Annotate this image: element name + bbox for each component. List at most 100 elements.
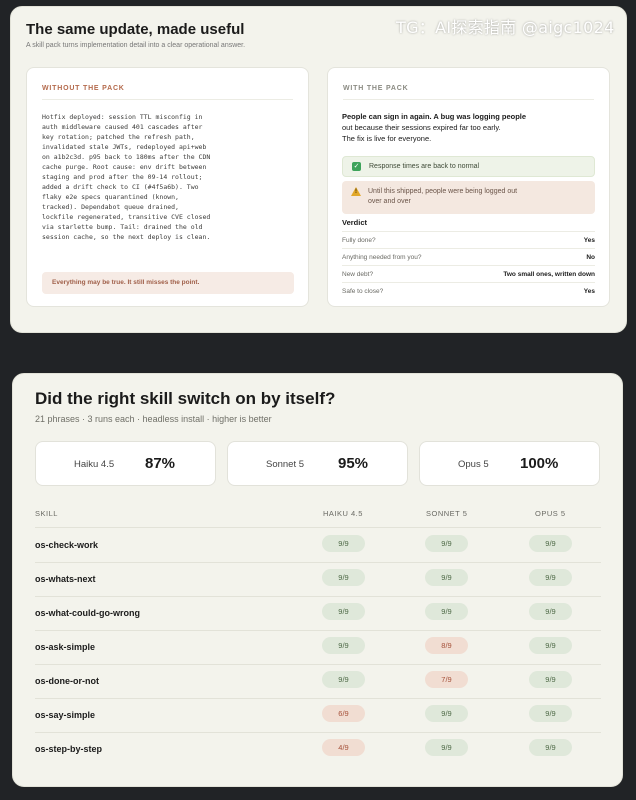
- score-pill: 9/9: [529, 739, 572, 756]
- success-callout-text: Response times are back to normal: [369, 163, 480, 170]
- model-score-card: Sonnet 5 95%: [227, 441, 408, 486]
- misses-point-note: Everything may be true. It still misses …: [42, 272, 294, 294]
- raw-line: flaky e2e specs quarantined (known,: [42, 193, 179, 201]
- score-pill: 9/9: [425, 569, 468, 586]
- raw-line: auth middleware caused 401 cascades afte…: [42, 123, 203, 131]
- raw-line: staging and prod after the 09-14 rollout…: [42, 173, 203, 181]
- warning-callout: ! Until this shipped, people were being …: [342, 181, 595, 214]
- skill-name: os-step-by-step: [35, 744, 103, 754]
- row-divider: [35, 664, 601, 665]
- without-pack-heading: WITHOUT THE PACK: [42, 85, 125, 92]
- with-pack-card: WITH THE PACK People can sign in again. …: [327, 67, 610, 307]
- verdict-answer: No: [586, 254, 595, 261]
- table-divider: [35, 527, 601, 528]
- score-pill: 9/9: [529, 671, 572, 688]
- raw-line: key rotation; patched the refresh path,: [42, 133, 195, 141]
- divider: [42, 99, 293, 100]
- score-pill: 9/9: [425, 739, 468, 756]
- row-divider: [35, 562, 601, 563]
- score-pill: 9/9: [425, 535, 468, 552]
- skill-name: os-what-could-go-wrong: [35, 608, 140, 618]
- verdict-answer: Yes: [583, 237, 595, 244]
- warning-line: over and over: [368, 198, 411, 205]
- warning-icon: !: [351, 187, 361, 196]
- summary-line: People can sign in again. A bug was logg…: [342, 112, 527, 121]
- score-pill: 9/9: [425, 705, 468, 722]
- column-header-sonnet: SONNET 5: [426, 509, 468, 518]
- skill-name: os-check-work: [35, 540, 99, 550]
- raw-line: on a1b2c3d. p95 back to 180ms after the …: [42, 153, 211, 161]
- watermark-text: TG：AI探索指南 @aigc1024: [396, 18, 615, 37]
- skill-name: os-done-or-not: [35, 676, 99, 686]
- raw-line: invalidated stale JWTs, redeployed api+w…: [42, 143, 207, 151]
- model-name: Sonnet 5: [266, 459, 305, 470]
- model-score-card: Opus 5 100%: [419, 441, 600, 486]
- table-row: os-say-simple 6/9 9/9 9/9: [35, 698, 601, 732]
- verdict-question: Anything needed from you?: [342, 254, 422, 261]
- raw-line: session cache, so the next deploy is cle…: [42, 233, 211, 241]
- raw-line: tracked). Dependabot queue drained,: [42, 203, 179, 211]
- score-pill: 9/9: [322, 535, 365, 552]
- model-name: Opus 5: [458, 459, 489, 470]
- column-header-skill: SKILL: [35, 509, 58, 518]
- skill-name: os-ask-simple: [35, 642, 96, 652]
- score-pill: 9/9: [322, 569, 365, 586]
- model-score: 87%: [145, 455, 176, 472]
- model-name: Haiku 4.5: [74, 459, 115, 470]
- score-pill: 9/9: [529, 535, 572, 552]
- verdict-question: Fully done?: [342, 237, 376, 244]
- plain-summary: People can sign in again. A bug was logg…: [342, 111, 592, 144]
- verdict-row: New debt? Two small ones, written down: [342, 265, 595, 282]
- score-pill: 9/9: [529, 705, 572, 722]
- model-score-card: Haiku 4.5 87%: [35, 441, 216, 486]
- row-divider: [35, 596, 601, 597]
- row-divider: [35, 630, 601, 631]
- page-title: The same update, made useful: [26, 21, 245, 38]
- divider: [343, 99, 594, 100]
- success-callout: ✓ Response times are back to normal: [342, 156, 595, 177]
- raw-update-text: Hotfix deployed: session TTL misconfig i…: [42, 112, 297, 242]
- model-score: 100%: [520, 455, 559, 472]
- column-header-opus: OPUS 5: [535, 509, 566, 518]
- score-pill: 8/9: [425, 637, 468, 654]
- score-pill: 9/9: [322, 603, 365, 620]
- verdict-heading: Verdict: [342, 218, 368, 227]
- score-pill: 9/9: [529, 603, 572, 620]
- verdict-row: Safe to close? Yes: [342, 282, 595, 299]
- verdict-question: New debt?: [342, 271, 374, 278]
- score-pill: 9/9: [425, 603, 468, 620]
- summary-line: The fix is live for everyone.: [342, 134, 432, 143]
- row-divider: [35, 732, 601, 733]
- verdict-answer: Yes: [583, 288, 595, 295]
- raw-line: via starlette bump. Tail: drained the ol…: [42, 223, 203, 231]
- score-pill: 4/9: [322, 739, 365, 756]
- score-pill: 9/9: [322, 637, 365, 654]
- verdict-answer: Two small ones, written down: [503, 271, 595, 278]
- verdict-row: Fully done? Yes: [342, 231, 595, 248]
- without-pack-card: WITHOUT THE PACK Hotfix deployed: sessio…: [26, 67, 309, 307]
- verdict-question: Safe to close?: [342, 288, 384, 295]
- score-pill: 7/9: [425, 671, 468, 688]
- table-row: os-ask-simple 9/9 8/9 9/9: [35, 630, 601, 664]
- score-pill: 9/9: [322, 671, 365, 688]
- check-icon: ✓: [352, 162, 361, 171]
- table-row: os-whats-next 9/9 9/9 9/9: [35, 562, 601, 596]
- verdict-row: Anything needed from you? No: [342, 248, 595, 265]
- row-divider: [35, 698, 601, 699]
- raw-line: cache purge. Root cause: env drift betwe…: [42, 163, 207, 171]
- warning-line: Until this shipped, people were being lo…: [368, 188, 518, 195]
- score-pill: 9/9: [529, 637, 572, 654]
- with-pack-heading: WITH THE PACK: [343, 85, 409, 92]
- skill-name: os-whats-next: [35, 574, 96, 584]
- table-row: os-step-by-step 4/9 9/9 9/9: [35, 732, 601, 766]
- raw-line: lockfile regenerated, transitive CVE clo…: [42, 213, 211, 221]
- raw-line: Hotfix deployed: session TTL misconfig i…: [42, 113, 203, 121]
- raw-line: added a drift check to CI (#4f5a6b). Two: [42, 183, 199, 191]
- warning-callout-text: Until this shipped, people were being lo…: [368, 187, 568, 207]
- eval-title: Did the right skill switch on by itself?: [35, 389, 336, 408]
- skill-name: os-say-simple: [35, 710, 96, 720]
- page-subtitle: A skill pack turns implementation detail…: [26, 42, 246, 49]
- model-score: 95%: [338, 455, 369, 472]
- summary-line: out because their sessions expired far t…: [342, 123, 501, 132]
- score-pill: 6/9: [322, 705, 365, 722]
